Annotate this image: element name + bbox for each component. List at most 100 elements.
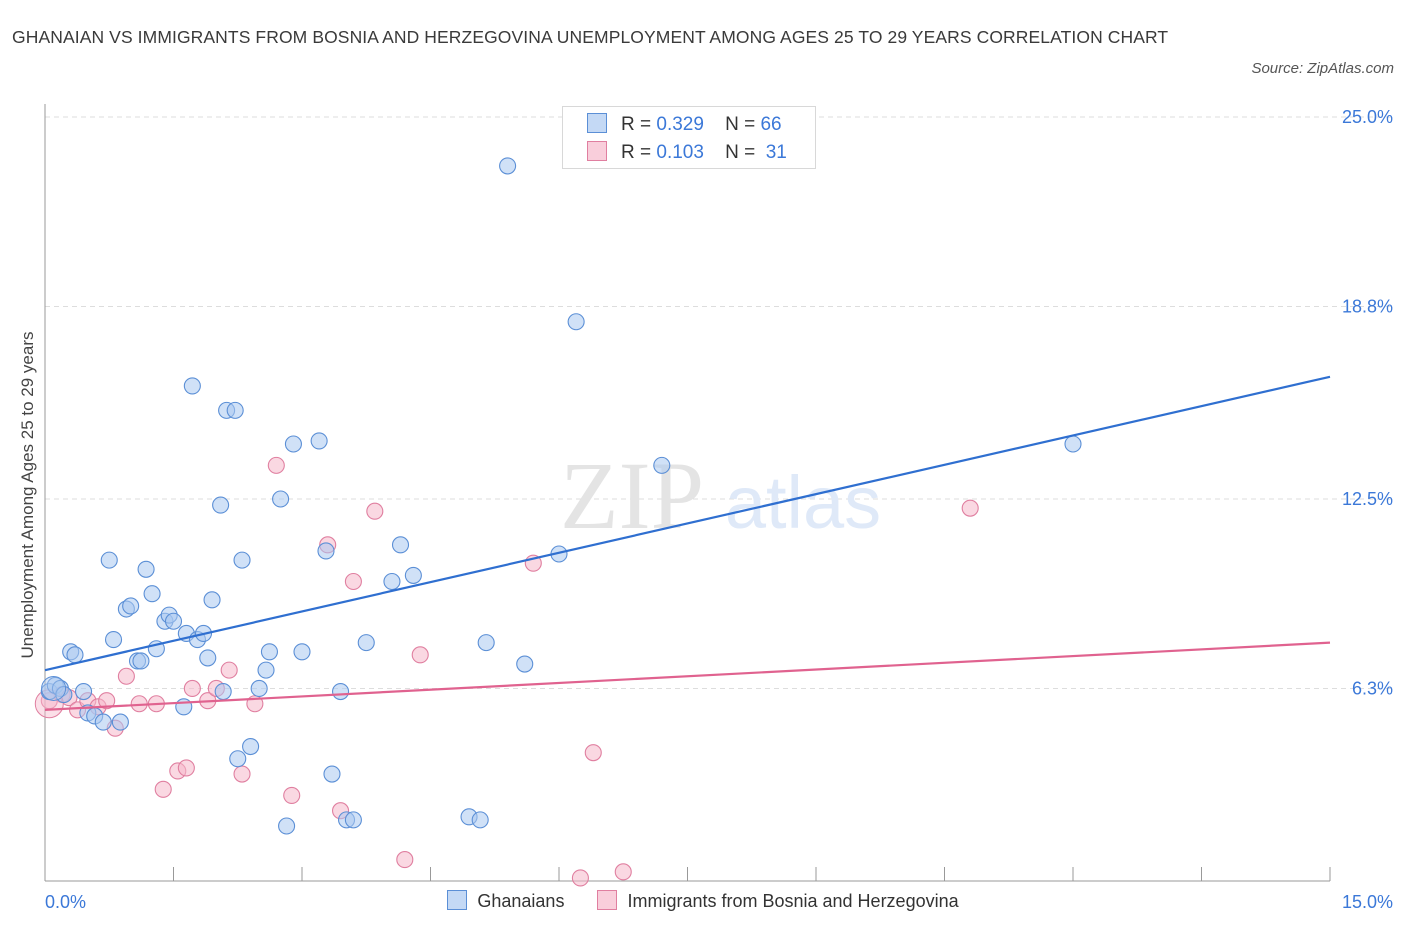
- data-point-ghanaians: [229, 750, 247, 768]
- data-point-bosnia: [961, 499, 979, 517]
- data-point-ghanaians: [404, 566, 422, 584]
- x-tick-labels: 0.0% 15.0%: [45, 892, 1393, 912]
- data-point-ghanaians: [183, 377, 201, 395]
- data-point-ghanaians: [317, 542, 335, 560]
- data-point-ghanaians: [471, 811, 489, 829]
- data-point-ghanaians: [199, 649, 217, 667]
- r-value: 0.103: [656, 142, 704, 163]
- data-point-ghanaians: [272, 490, 290, 508]
- data-point-ghanaians: [66, 646, 84, 664]
- axes: [44, 104, 1331, 882]
- stats-legend: R = 0.329 N = 66 R = 0.103 N = 31: [562, 106, 816, 169]
- watermark-zip: ZIP: [560, 442, 704, 549]
- data-point-bosnia: [396, 851, 414, 869]
- data-point-ghanaians: [310, 432, 328, 450]
- n-label: N =: [725, 142, 756, 163]
- n-value: 66: [760, 114, 782, 135]
- legend-swatch-pink: [587, 141, 607, 161]
- data-point-ghanaians: [143, 585, 161, 603]
- data-point-ghanaians: [284, 435, 302, 453]
- data-point-ghanaians: [132, 652, 150, 670]
- data-point-ghanaians: [383, 572, 401, 591]
- data-point-bosnia: [183, 679, 201, 698]
- data-point-ghanaians: [75, 682, 93, 701]
- r-value: 0.329: [656, 114, 704, 135]
- data-point-ghanaians: [331, 682, 350, 701]
- data-point-bosnia: [267, 456, 285, 474]
- data-point-ghanaians: [214, 682, 232, 701]
- data-point-ghanaians: [357, 634, 375, 652]
- data-point-ghanaians: [100, 551, 118, 569]
- data-point-ghanaians: [122, 597, 140, 615]
- legend-label-bosnia: Immigrants from Bosnia and Herzegovina: [627, 891, 959, 911]
- n-label: N =: [725, 114, 756, 135]
- data-point-bosnia: [117, 667, 135, 685]
- data-point-ghanaians: [477, 634, 495, 652]
- series-legend: Ghanaians Immigrants from Bosnia and Her…: [0, 890, 1406, 912]
- data-point-ghanaians: [111, 713, 129, 731]
- data-point-ghanaians: [203, 591, 221, 609]
- data-point-bosnia: [220, 661, 238, 679]
- trend-line-bosnia: [44, 641, 1331, 711]
- data-point-bosnia: [344, 572, 362, 591]
- y-tick-label: 25.0%: [1342, 107, 1393, 127]
- stats-row-bosnia: R = 0.103 N = 31: [587, 141, 787, 165]
- n-value: 31: [765, 142, 787, 163]
- gridlines: [45, 116, 1392, 689]
- data-point-ghanaians: [344, 811, 362, 829]
- data-point-ghanaians: [164, 612, 183, 630]
- data-point-bosnia: [233, 765, 251, 783]
- legend-item-ghanaians[interactable]: Ghanaians: [447, 890, 564, 912]
- data-point-bosnia: [614, 863, 632, 881]
- data-point-ghanaians: [653, 456, 671, 474]
- data-point-bosnia: [584, 744, 602, 762]
- data-point-bosnia: [411, 646, 429, 664]
- data-point-bosnia: [177, 759, 195, 777]
- data-point-ghanaians: [226, 401, 244, 419]
- data-point-ghanaians: [242, 737, 260, 756]
- y-tick-label: 18.8%: [1342, 296, 1393, 316]
- y-tick-label: 6.3%: [1352, 678, 1393, 698]
- data-point-bosnia: [98, 692, 116, 710]
- data-point-ghanaians: [137, 560, 155, 578]
- data-point-ghanaians: [233, 551, 251, 569]
- data-point-ghanaians: [391, 536, 410, 554]
- data-point-ghanaians: [260, 643, 278, 661]
- stats-row-ghanaians: R = 0.329 N = 66: [587, 113, 782, 137]
- trend-line-ghanaians: [44, 375, 1331, 672]
- y-axis-label: Unemployment Among Ages 25 to 29 years: [18, 331, 37, 659]
- watermark: ZIP atlas: [560, 442, 881, 549]
- chart-title: GHANAIAN VS IMMIGRANTS FROM BOSNIA AND H…: [12, 27, 1169, 47]
- data-point-ghanaians: [41, 675, 67, 701]
- data-point-ghanaians: [212, 496, 230, 514]
- data-point-bosnia: [366, 502, 384, 520]
- r-label: R =: [621, 142, 652, 163]
- data-point-bosnia: [154, 780, 172, 798]
- data-point-ghanaians: [293, 643, 311, 661]
- data-point-ghanaians: [278, 817, 296, 835]
- legend-label-ghanaians: Ghanaians: [477, 891, 565, 911]
- data-point-ghanaians: [567, 313, 585, 331]
- data-point-ghanaians: [1064, 435, 1082, 453]
- data-point-ghanaians: [323, 765, 341, 783]
- x-tick-label: 0.0%: [45, 892, 86, 912]
- source-label: Source: ZipAtlas.com: [1251, 60, 1394, 77]
- series-bosnia-points: [34, 456, 979, 887]
- legend-swatch-blue: [447, 890, 468, 910]
- data-point-ghanaians: [94, 713, 112, 731]
- y-tick-label: 12.5%: [1342, 489, 1393, 509]
- data-point-ghanaians: [104, 631, 123, 649]
- x-tick-label: 15.0%: [1342, 892, 1393, 912]
- data-point-bosnia: [283, 786, 301, 804]
- data-point-bosnia: [571, 869, 589, 887]
- legend-item-bosnia[interactable]: Immigrants from Bosnia and Herzegovina: [597, 890, 959, 912]
- data-point-ghanaians: [175, 698, 193, 716]
- watermark-atlas: atlas: [725, 461, 881, 544]
- y-tick-labels: 6.3% 12.5% 18.8% 25.0%: [1342, 107, 1393, 698]
- data-point-ghanaians: [516, 655, 534, 673]
- data-point-ghanaians: [257, 661, 275, 679]
- data-point-ghanaians: [250, 679, 268, 698]
- legend-swatch-blue: [587, 113, 607, 133]
- legend-swatch-pink: [597, 890, 618, 910]
